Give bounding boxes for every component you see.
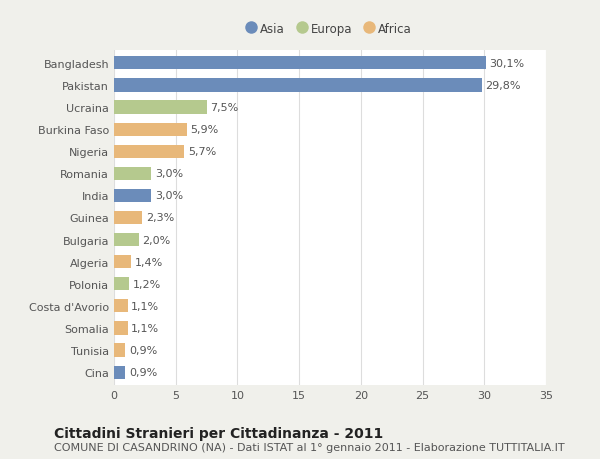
Text: COMUNE DI CASANDRINO (NA) - Dati ISTAT al 1° gennaio 2011 - Elaborazione TUTTITA: COMUNE DI CASANDRINO (NA) - Dati ISTAT a… <box>54 442 565 452</box>
Bar <box>114 57 485 70</box>
Text: 1,1%: 1,1% <box>131 323 160 333</box>
Text: 3,0%: 3,0% <box>155 169 183 179</box>
Text: 2,0%: 2,0% <box>142 235 170 245</box>
Text: 1,1%: 1,1% <box>131 301 160 311</box>
Text: 7,5%: 7,5% <box>210 103 239 113</box>
Bar <box>114 146 184 158</box>
Bar <box>114 278 129 291</box>
Bar <box>114 123 187 136</box>
Bar <box>114 234 139 246</box>
Text: 3,0%: 3,0% <box>155 191 183 201</box>
Text: 30,1%: 30,1% <box>489 59 524 69</box>
Text: 5,9%: 5,9% <box>191 125 219 135</box>
Text: 1,2%: 1,2% <box>133 279 161 289</box>
Bar <box>114 300 128 313</box>
Text: 29,8%: 29,8% <box>485 81 521 91</box>
Text: 0,9%: 0,9% <box>129 345 157 355</box>
Text: 2,3%: 2,3% <box>146 213 175 223</box>
Text: 1,4%: 1,4% <box>135 257 163 267</box>
Bar <box>114 344 125 357</box>
Text: 0,9%: 0,9% <box>129 367 157 377</box>
Bar <box>114 79 482 92</box>
Bar <box>114 212 142 224</box>
Bar <box>114 190 151 202</box>
Text: 5,7%: 5,7% <box>188 147 217 157</box>
Text: Cittadini Stranieri per Cittadinanza - 2011: Cittadini Stranieri per Cittadinanza - 2… <box>54 426 383 440</box>
Bar <box>114 256 131 269</box>
Legend: Asia, Europa, Africa: Asia, Europa, Africa <box>245 20 415 39</box>
Bar <box>114 322 128 335</box>
Bar <box>114 101 206 114</box>
Bar <box>114 366 125 379</box>
Bar <box>114 168 151 180</box>
